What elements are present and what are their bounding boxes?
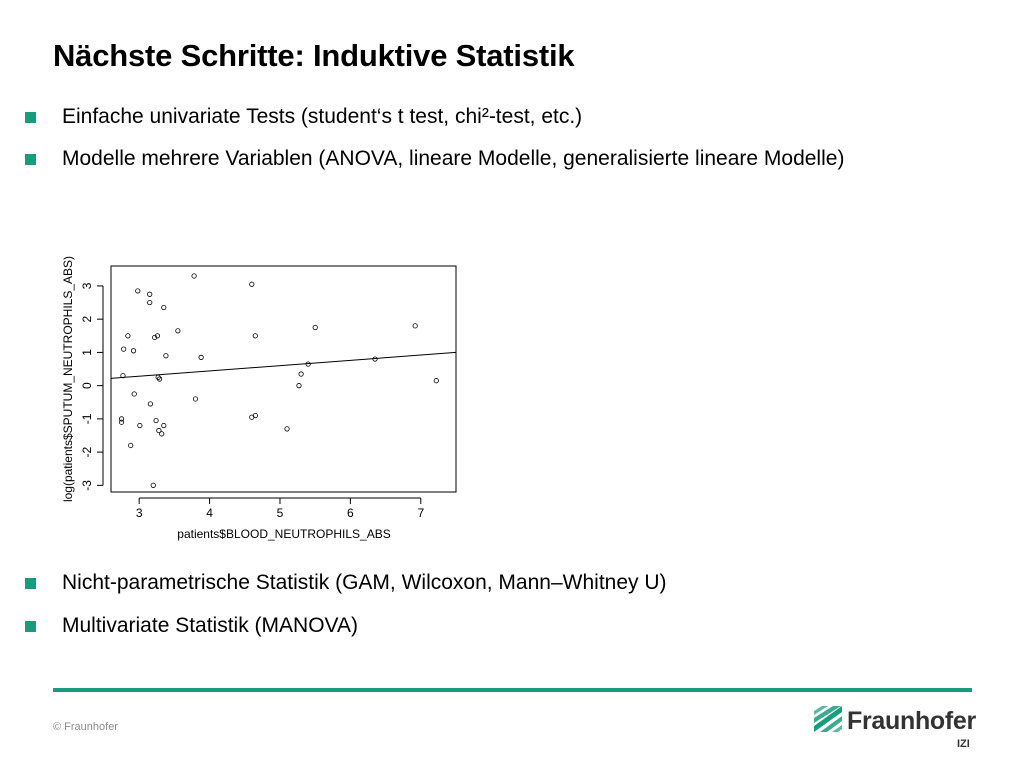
data-point xyxy=(147,401,154,407)
copyright-text: © Fraunhofer xyxy=(53,721,118,733)
y-axis: -3 -2 -1 0 1 2 3 xyxy=(80,282,104,491)
x-tick-label: 5 xyxy=(277,506,284,520)
data-point xyxy=(412,323,418,329)
data-points xyxy=(118,273,439,488)
data-point xyxy=(433,378,439,384)
bullet-text: Multivariate Statistik (MANOVA) xyxy=(62,614,358,637)
regression-line xyxy=(110,351,457,379)
footer-divider xyxy=(53,688,972,692)
square-bullet-icon xyxy=(25,112,36,123)
data-point xyxy=(118,419,125,425)
data-point xyxy=(147,299,153,306)
institute-label: IZI xyxy=(957,738,970,750)
data-point xyxy=(312,324,318,331)
data-point xyxy=(298,371,304,377)
data-point xyxy=(135,288,141,294)
y-tick-label: -1 xyxy=(80,413,94,424)
y-tick-label: 1 xyxy=(80,349,94,356)
bullet-item: Nicht-parametrische Statistik (GAM, Wilc… xyxy=(20,568,980,598)
data-point xyxy=(191,273,197,279)
data-point xyxy=(159,431,165,437)
y-axis-label: log(patients$SPUTUM_NEUTROPHILS_ABS) xyxy=(61,256,75,502)
data-point xyxy=(192,396,199,402)
data-point xyxy=(156,427,162,434)
data-point xyxy=(125,333,131,339)
square-bullet-icon xyxy=(25,578,36,589)
bullet-item: Multivariate Statistik (MANOVA) xyxy=(20,611,980,641)
y-tick-label: -3 xyxy=(80,480,94,491)
x-axis-label: patients$BLOOD_NEUTROPHILS_ABS xyxy=(177,527,390,541)
data-point xyxy=(161,304,167,311)
data-point xyxy=(252,333,258,339)
data-point xyxy=(161,422,167,429)
y-tick-label: 2 xyxy=(80,316,94,323)
data-point xyxy=(163,353,169,359)
x-axis: 3 4 5 6 7 xyxy=(136,497,424,520)
y-tick-label: -2 xyxy=(80,446,94,457)
data-point xyxy=(128,442,134,449)
data-point xyxy=(284,426,290,432)
data-point xyxy=(130,348,137,354)
y-tick-label: 0 xyxy=(80,382,94,389)
fraunhofer-logo-text: Fraunhofer xyxy=(847,707,976,735)
data-point xyxy=(131,391,137,397)
data-point xyxy=(198,354,204,360)
x-tick-label: 7 xyxy=(417,506,424,520)
slide-title: Nächste Schritte: Induktive Statistik xyxy=(53,38,575,73)
plot-frame xyxy=(110,265,457,493)
data-point xyxy=(147,291,153,297)
fraunhofer-logo-icon xyxy=(814,706,842,732)
square-bullet-icon xyxy=(25,154,36,165)
data-point xyxy=(175,328,181,334)
square-bullet-icon xyxy=(25,621,36,632)
data-point xyxy=(153,417,159,424)
data-point xyxy=(152,334,158,341)
x-tick-label: 4 xyxy=(206,506,213,520)
data-point xyxy=(154,333,161,339)
data-point xyxy=(156,376,163,382)
bullet-item: Modelle mehrere Variablen (ANOVA, linear… xyxy=(20,144,980,174)
bullet-list-bottom: Nicht-parametrische Statistik (GAM, Wilc… xyxy=(20,568,980,641)
x-tick-label: 6 xyxy=(347,506,354,520)
data-point xyxy=(296,383,302,389)
data-point xyxy=(118,416,125,422)
data-point xyxy=(249,281,255,287)
x-tick-label: 3 xyxy=(136,506,143,520)
data-point xyxy=(252,412,258,419)
y-tick-label: 3 xyxy=(80,282,94,289)
bullet-item: Einfache univariate Tests (student‘s t t… xyxy=(20,102,980,132)
bullet-list-top: Einfache univariate Tests (student‘s t t… xyxy=(20,102,980,174)
data-point xyxy=(137,422,143,429)
data-point xyxy=(150,482,156,488)
bullet-text: Modelle mehrere Variablen (ANOVA, linear… xyxy=(62,147,845,170)
data-point xyxy=(121,346,127,352)
bullet-text: Nicht-parametrische Statistik (GAM, Wilc… xyxy=(62,571,667,594)
bullet-text: Einfache univariate Tests (student‘s t t… xyxy=(62,105,583,128)
